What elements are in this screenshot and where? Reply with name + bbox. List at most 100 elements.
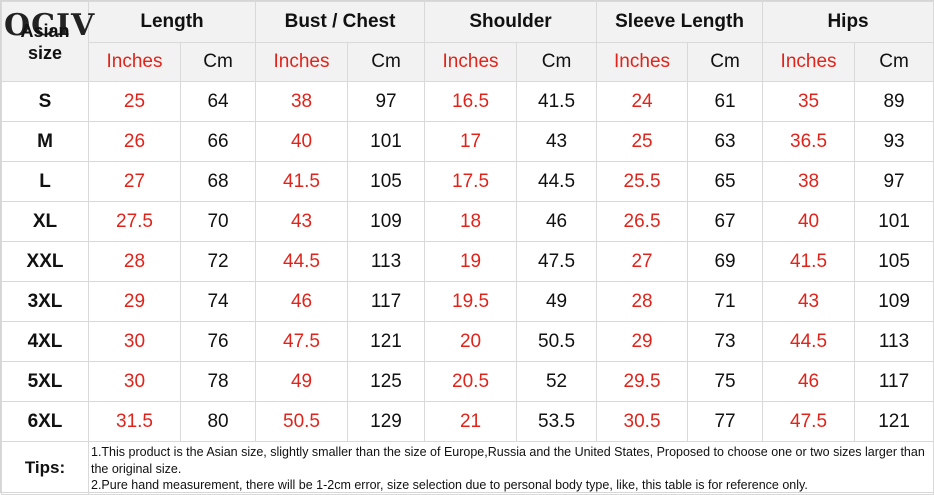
cm-cell: 93 bbox=[854, 121, 934, 162]
inches-cell: 30 bbox=[88, 361, 181, 402]
cm-cell: 75 bbox=[687, 361, 764, 402]
table-row: 5XL 30 78 49 125 20.5 52 29.5 75 46 117 bbox=[1, 361, 934, 402]
inches-cell: 28 bbox=[596, 281, 689, 322]
table-row: S 25 64 38 97 16.5 41.5 24 61 35 89 bbox=[1, 81, 934, 122]
inches-cell: 19.5 bbox=[424, 281, 518, 322]
cm-cell: 61 bbox=[687, 81, 764, 122]
cm-cell: 72 bbox=[179, 241, 257, 282]
inches-cell: 43 bbox=[255, 201, 349, 242]
inches-cell: 47.5 bbox=[255, 321, 349, 362]
cm-cell: 74 bbox=[179, 281, 257, 322]
size-cell: XXL bbox=[1, 241, 89, 282]
inches-cell: 49 bbox=[255, 361, 349, 402]
header-sleeve-length: Sleeve Length bbox=[596, 1, 764, 43]
table-row: XL 27.5 70 43 109 18 46 26.5 67 40 101 bbox=[1, 201, 934, 242]
unit-inches: Inches bbox=[424, 42, 518, 82]
cm-cell: 63 bbox=[687, 121, 764, 162]
table-row: M 26 66 40 101 17 43 25 63 36.5 93 bbox=[1, 121, 934, 162]
unit-inches: Inches bbox=[255, 42, 349, 82]
cm-cell: 71 bbox=[687, 281, 764, 322]
cm-cell: 101 bbox=[854, 201, 934, 242]
inches-cell: 38 bbox=[255, 81, 349, 122]
table-row: XXL 28 72 44.5 113 19 47.5 27 69 41.5 105 bbox=[1, 241, 934, 282]
inches-cell: 30.5 bbox=[596, 401, 689, 442]
cm-cell: 80 bbox=[179, 401, 257, 442]
inches-cell: 41.5 bbox=[255, 161, 349, 202]
tips-row: Tips: 1.This product is the Asian size, … bbox=[1, 441, 934, 495]
inches-cell: 47.5 bbox=[762, 401, 856, 442]
cm-cell: 70 bbox=[179, 201, 257, 242]
inches-cell: 26.5 bbox=[596, 201, 689, 242]
unit-inches: Inches bbox=[596, 42, 689, 82]
size-rows: S 25 64 38 97 16.5 41.5 24 61 35 89 M 26 66 40 101 17 43 2… bbox=[1, 81, 934, 442]
cm-cell: 46 bbox=[516, 201, 598, 242]
cm-cell: 66 bbox=[179, 121, 257, 162]
cm-cell: 113 bbox=[347, 241, 426, 282]
inches-cell: 50.5 bbox=[255, 401, 349, 442]
inches-cell: 19 bbox=[424, 241, 518, 282]
unit-cm: Cm bbox=[347, 42, 426, 82]
cm-cell: 105 bbox=[347, 161, 426, 202]
inches-cell: 20 bbox=[424, 321, 518, 362]
cm-cell: 78 bbox=[179, 361, 257, 402]
cm-cell: 121 bbox=[854, 401, 934, 442]
unit-inches: Inches bbox=[88, 42, 181, 82]
inches-cell: 29.5 bbox=[596, 361, 689, 402]
size-cell: 6XL bbox=[1, 401, 89, 442]
size-cell: 3XL bbox=[1, 281, 89, 322]
cm-cell: 109 bbox=[854, 281, 934, 322]
cm-cell: 97 bbox=[347, 81, 426, 122]
tip-line-2: 2.Pure hand measurement, there will be 1… bbox=[91, 478, 808, 492]
inches-cell: 44.5 bbox=[255, 241, 349, 282]
inches-cell: 25 bbox=[596, 121, 689, 162]
inches-cell: 38 bbox=[762, 161, 856, 202]
table-row: 6XL 31.5 80 50.5 129 21 53.5 30.5 77 47.5 121 bbox=[1, 401, 934, 442]
inches-cell: 27 bbox=[596, 241, 689, 282]
unit-cm: Cm bbox=[179, 42, 257, 82]
inches-cell: 35 bbox=[762, 81, 856, 122]
cm-cell: 41.5 bbox=[516, 81, 598, 122]
header-shoulder: Shoulder bbox=[424, 1, 598, 43]
inches-cell: 29 bbox=[88, 281, 181, 322]
inches-cell: 40 bbox=[762, 201, 856, 242]
cm-cell: 76 bbox=[179, 321, 257, 362]
inches-cell: 31.5 bbox=[88, 401, 181, 442]
cm-cell: 97 bbox=[854, 161, 934, 202]
cm-cell: 117 bbox=[854, 361, 934, 402]
tips-label: Tips: bbox=[1, 441, 89, 495]
inches-cell: 16.5 bbox=[424, 81, 518, 122]
table-row: 4XL 30 76 47.5 121 20 50.5 29 73 44.5 113 bbox=[1, 321, 934, 362]
inches-cell: 29 bbox=[596, 321, 689, 362]
table-row: 3XL 29 74 46 117 19.5 49 28 71 43 109 bbox=[1, 281, 934, 322]
unit-cm: Cm bbox=[516, 42, 598, 82]
size-cell: 4XL bbox=[1, 321, 89, 362]
header-length: Length bbox=[87, 1, 257, 43]
cm-cell: 101 bbox=[347, 121, 426, 162]
inches-cell: 17 bbox=[424, 121, 518, 162]
inches-cell: 25 bbox=[88, 81, 181, 122]
inches-cell: 27.5 bbox=[88, 201, 181, 242]
header-row-units: Inches Cm Inches Cm Inches Cm Inches Cm … bbox=[2, 42, 934, 82]
cm-cell: 53.5 bbox=[516, 401, 598, 442]
cm-cell: 73 bbox=[687, 321, 764, 362]
cm-cell: 44.5 bbox=[516, 161, 598, 202]
inches-cell: 20.5 bbox=[424, 361, 518, 402]
brand-logo: OCIV bbox=[4, 8, 96, 43]
cm-cell: 43 bbox=[516, 121, 598, 162]
size-cell: 5XL bbox=[1, 361, 89, 402]
inches-cell: 30 bbox=[88, 321, 181, 362]
size-cell: S bbox=[1, 81, 89, 122]
unit-inches: Inches bbox=[762, 42, 856, 82]
tips-text: 1.This product is the Asian size, slight… bbox=[87, 441, 934, 495]
inches-cell: 21 bbox=[424, 401, 518, 442]
cm-cell: 49 bbox=[516, 281, 598, 322]
cm-cell: 77 bbox=[687, 401, 764, 442]
size-cell: M bbox=[1, 121, 89, 162]
inches-cell: 44.5 bbox=[762, 321, 856, 362]
inches-cell: 46 bbox=[255, 281, 349, 322]
inches-cell: 43 bbox=[762, 281, 856, 322]
cm-cell: 52 bbox=[516, 361, 598, 402]
table-row: L 27 68 41.5 105 17.5 44.5 25.5 65 38 97 bbox=[1, 161, 934, 202]
inches-cell: 18 bbox=[424, 201, 518, 242]
